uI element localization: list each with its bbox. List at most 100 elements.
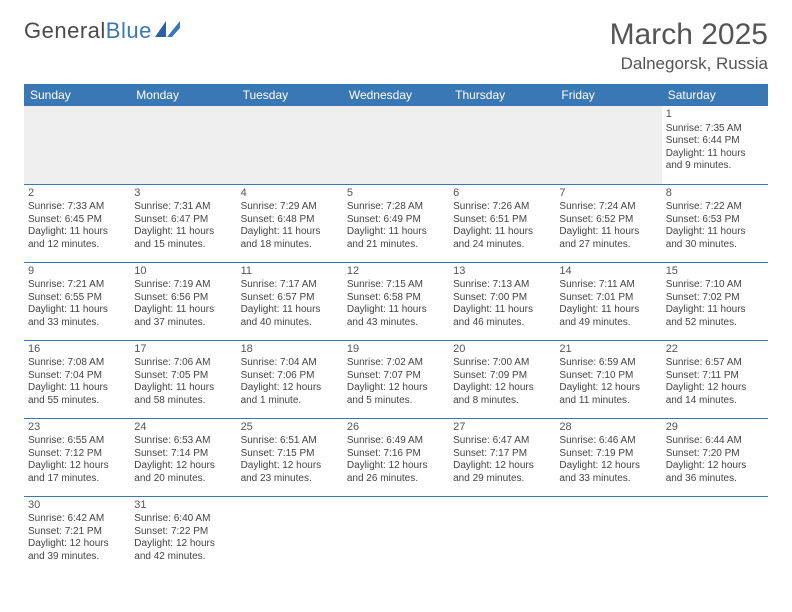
day-number: 9 bbox=[28, 265, 126, 279]
daylight-text: Daylight: 11 hours and 58 minutes. bbox=[134, 382, 232, 407]
sunrise-text: Sunrise: 6:59 AM bbox=[559, 357, 657, 370]
calendar-cell: 15Sunrise: 7:10 AMSunset: 7:02 PMDayligh… bbox=[662, 262, 768, 340]
sunrise-text: Sunrise: 7:19 AM bbox=[134, 279, 232, 292]
day-number: 7 bbox=[559, 187, 657, 201]
calendar-cell: 10Sunrise: 7:19 AMSunset: 6:56 PMDayligh… bbox=[130, 262, 236, 340]
daylight-text: Daylight: 11 hours and 46 minutes. bbox=[453, 304, 551, 329]
daylight-text: Daylight: 11 hours and 40 minutes. bbox=[241, 304, 339, 329]
calendar-cell: 23Sunrise: 6:55 AMSunset: 7:12 PMDayligh… bbox=[24, 418, 130, 496]
sunset-text: Sunset: 7:22 PM bbox=[134, 526, 232, 539]
sunset-text: Sunset: 6:57 PM bbox=[241, 292, 339, 305]
sunrise-text: Sunrise: 7:33 AM bbox=[28, 201, 126, 214]
page-header: GeneralBlue March 2025 Dalnegorsk, Russi… bbox=[24, 18, 768, 74]
daylight-text: Daylight: 11 hours and 9 minutes. bbox=[666, 148, 764, 173]
calendar-cell bbox=[662, 496, 768, 574]
day-number: 12 bbox=[347, 265, 445, 279]
calendar-cell: 16Sunrise: 7:08 AMSunset: 7:04 PMDayligh… bbox=[24, 340, 130, 418]
daylight-text: Daylight: 12 hours and 14 minutes. bbox=[666, 382, 764, 407]
day-number: 3 bbox=[134, 187, 232, 201]
calendar-week: 30Sunrise: 6:42 AMSunset: 7:21 PMDayligh… bbox=[24, 496, 768, 574]
calendar-cell: 19Sunrise: 7:02 AMSunset: 7:07 PMDayligh… bbox=[343, 340, 449, 418]
sunset-text: Sunset: 7:00 PM bbox=[453, 292, 551, 305]
day-number: 5 bbox=[347, 187, 445, 201]
day-number: 31 bbox=[134, 499, 232, 513]
sunrise-text: Sunrise: 6:44 AM bbox=[666, 435, 764, 448]
calendar-cell: 12Sunrise: 7:15 AMSunset: 6:58 PMDayligh… bbox=[343, 262, 449, 340]
calendar-cell: 8Sunrise: 7:22 AMSunset: 6:53 PMDaylight… bbox=[662, 184, 768, 262]
daylight-text: Daylight: 11 hours and 49 minutes. bbox=[559, 304, 657, 329]
sunset-text: Sunset: 6:48 PM bbox=[241, 214, 339, 227]
sunset-text: Sunset: 6:45 PM bbox=[28, 214, 126, 227]
day-number: 2 bbox=[28, 187, 126, 201]
sunset-text: Sunset: 6:55 PM bbox=[28, 292, 126, 305]
weekday-fri: Friday bbox=[555, 84, 661, 106]
title-block: March 2025 Dalnegorsk, Russia bbox=[610, 18, 768, 74]
calendar-cell: 11Sunrise: 7:17 AMSunset: 6:57 PMDayligh… bbox=[237, 262, 343, 340]
calendar-cell: 2Sunrise: 7:33 AMSunset: 6:45 PMDaylight… bbox=[24, 184, 130, 262]
calendar-head: Sunday Monday Tuesday Wednesday Thursday… bbox=[24, 84, 768, 106]
day-number: 8 bbox=[666, 187, 764, 201]
sunrise-text: Sunrise: 7:00 AM bbox=[453, 357, 551, 370]
sunrise-text: Sunrise: 7:11 AM bbox=[559, 279, 657, 292]
day-number: 27 bbox=[453, 421, 551, 435]
sunset-text: Sunset: 6:47 PM bbox=[134, 214, 232, 227]
day-number: 21 bbox=[559, 343, 657, 357]
daylight-text: Daylight: 11 hours and 55 minutes. bbox=[28, 382, 126, 407]
sunset-text: Sunset: 7:21 PM bbox=[28, 526, 126, 539]
sunrise-text: Sunrise: 6:57 AM bbox=[666, 357, 764, 370]
daylight-text: Daylight: 11 hours and 24 minutes. bbox=[453, 226, 551, 251]
daylight-text: Daylight: 12 hours and 29 minutes. bbox=[453, 460, 551, 485]
daylight-text: Daylight: 11 hours and 18 minutes. bbox=[241, 226, 339, 251]
daylight-text: Daylight: 12 hours and 5 minutes. bbox=[347, 382, 445, 407]
calendar-cell bbox=[555, 496, 661, 574]
daylight-text: Daylight: 12 hours and 20 minutes. bbox=[134, 460, 232, 485]
daylight-text: Daylight: 12 hours and 1 minute. bbox=[241, 382, 339, 407]
weekday-tue: Tuesday bbox=[237, 84, 343, 106]
daylight-text: Daylight: 12 hours and 8 minutes. bbox=[453, 382, 551, 407]
day-number: 15 bbox=[666, 265, 764, 279]
day-number: 4 bbox=[241, 187, 339, 201]
day-number: 23 bbox=[28, 421, 126, 435]
weekday-wed: Wednesday bbox=[343, 84, 449, 106]
daylight-text: Daylight: 11 hours and 21 minutes. bbox=[347, 226, 445, 251]
calendar-cell: 22Sunrise: 6:57 AMSunset: 7:11 PMDayligh… bbox=[662, 340, 768, 418]
sunrise-text: Sunrise: 6:40 AM bbox=[134, 513, 232, 526]
sunset-text: Sunset: 7:15 PM bbox=[241, 448, 339, 461]
sunset-text: Sunset: 7:01 PM bbox=[559, 292, 657, 305]
sunset-text: Sunset: 7:10 PM bbox=[559, 370, 657, 383]
calendar-cell bbox=[237, 496, 343, 574]
daylight-text: Daylight: 12 hours and 26 minutes. bbox=[347, 460, 445, 485]
day-number: 28 bbox=[559, 421, 657, 435]
calendar-week: 16Sunrise: 7:08 AMSunset: 7:04 PMDayligh… bbox=[24, 340, 768, 418]
sunrise-text: Sunrise: 6:51 AM bbox=[241, 435, 339, 448]
logo-flag-icon bbox=[155, 19, 181, 37]
day-number: 10 bbox=[134, 265, 232, 279]
calendar-week: 9Sunrise: 7:21 AMSunset: 6:55 PMDaylight… bbox=[24, 262, 768, 340]
calendar-cell bbox=[237, 106, 343, 184]
sunrise-text: Sunrise: 7:10 AM bbox=[666, 279, 764, 292]
daylight-text: Daylight: 11 hours and 37 minutes. bbox=[134, 304, 232, 329]
daylight-text: Daylight: 11 hours and 43 minutes. bbox=[347, 304, 445, 329]
day-number: 29 bbox=[666, 421, 764, 435]
calendar-cell bbox=[555, 106, 661, 184]
day-number: 20 bbox=[453, 343, 551, 357]
sunrise-text: Sunrise: 7:21 AM bbox=[28, 279, 126, 292]
logo: GeneralBlue bbox=[24, 18, 181, 44]
daylight-text: Daylight: 12 hours and 42 minutes. bbox=[134, 538, 232, 563]
calendar-cell: 28Sunrise: 6:46 AMSunset: 7:19 PMDayligh… bbox=[555, 418, 661, 496]
day-number: 30 bbox=[28, 499, 126, 513]
day-number: 17 bbox=[134, 343, 232, 357]
daylight-text: Daylight: 11 hours and 33 minutes. bbox=[28, 304, 126, 329]
daylight-text: Daylight: 11 hours and 15 minutes. bbox=[134, 226, 232, 251]
calendar-cell bbox=[130, 106, 236, 184]
sunrise-text: Sunrise: 7:08 AM bbox=[28, 357, 126, 370]
calendar-cell bbox=[449, 496, 555, 574]
calendar-cell: 14Sunrise: 7:11 AMSunset: 7:01 PMDayligh… bbox=[555, 262, 661, 340]
daylight-text: Daylight: 11 hours and 27 minutes. bbox=[559, 226, 657, 251]
logo-text-1: General bbox=[24, 18, 106, 44]
daylight-text: Daylight: 12 hours and 17 minutes. bbox=[28, 460, 126, 485]
calendar-cell: 25Sunrise: 6:51 AMSunset: 7:15 PMDayligh… bbox=[237, 418, 343, 496]
weekday-sun: Sunday bbox=[24, 84, 130, 106]
sunrise-text: Sunrise: 7:24 AM bbox=[559, 201, 657, 214]
calendar-cell: 29Sunrise: 6:44 AMSunset: 7:20 PMDayligh… bbox=[662, 418, 768, 496]
